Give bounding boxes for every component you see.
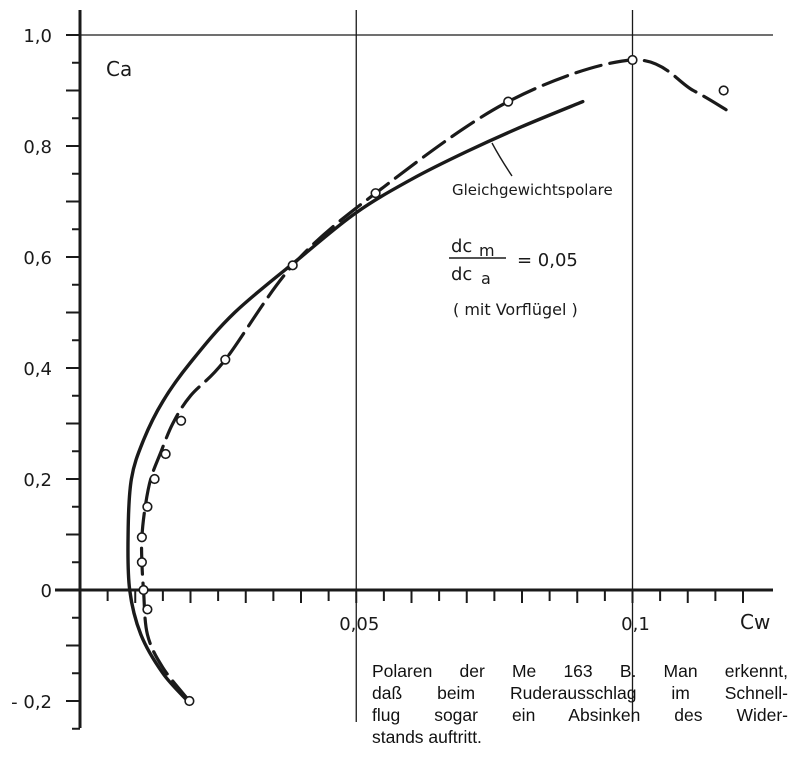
annotation-label: Gleichgewichtspolare bbox=[452, 181, 613, 199]
svg-text:= 0,05: = 0,05 bbox=[517, 250, 578, 271]
svg-text:m: m bbox=[479, 241, 495, 260]
annotation-leader bbox=[491, 142, 513, 177]
caption-line: daß beim Ruderausschlag im Schnell- bbox=[372, 683, 788, 703]
data-point-marker bbox=[160, 448, 171, 460]
data-point-marker bbox=[718, 85, 729, 96]
formula: dc m dc a = 0,05 bbox=[449, 236, 578, 288]
data-point-marker bbox=[184, 695, 195, 707]
data-point-marker bbox=[142, 604, 153, 615]
y-tick-label: 1,0 bbox=[23, 26, 52, 47]
svg-text:dc: dc bbox=[451, 264, 472, 285]
svg-text:a: a bbox=[481, 269, 491, 288]
y-tick-label: - 0,2 bbox=[11, 692, 52, 713]
data-point-marker bbox=[176, 415, 187, 426]
data-point-marker bbox=[220, 354, 231, 365]
data-point-marker bbox=[287, 260, 298, 271]
series-line-gleichgewichtspolare bbox=[126, 99, 585, 703]
marker-group bbox=[136, 54, 729, 707]
data-point-marker bbox=[149, 473, 160, 485]
series-group bbox=[126, 58, 728, 703]
data-point-marker bbox=[136, 532, 147, 543]
y-tick-label: 0,2 bbox=[23, 470, 52, 491]
figure-caption: Polaren der Me 163 B. Man erkennt, daß b… bbox=[372, 660, 788, 748]
x-tick-label: 0,05 bbox=[339, 614, 379, 635]
y-tick-label: 0,8 bbox=[23, 137, 52, 158]
data-point-marker bbox=[138, 584, 149, 596]
svg-text:dc: dc bbox=[451, 236, 472, 257]
y-axis-label: Ca bbox=[106, 57, 132, 81]
caption-line: stands auftritt. bbox=[372, 727, 482, 747]
annotation-note: ( mit Vorflügel ) bbox=[453, 300, 578, 319]
caption-line: Polaren der Me 163 B. Man erkennt, bbox=[372, 661, 788, 681]
x-axis-label: Cw bbox=[740, 610, 770, 634]
series-line-dashed bbox=[139, 58, 728, 703]
y-tick-label: 0,6 bbox=[23, 248, 52, 269]
caption-line: flug sogar ein Absinken des Wider- bbox=[372, 705, 788, 725]
data-point-marker bbox=[627, 54, 638, 66]
grid-lines bbox=[80, 10, 773, 722]
data-point-marker bbox=[136, 557, 147, 568]
data-point-marker bbox=[142, 501, 153, 512]
y-tick-label: 0 bbox=[41, 581, 52, 602]
y-tick-label: 0,4 bbox=[23, 359, 52, 380]
data-point-marker bbox=[370, 188, 381, 199]
x-tick-label: 0,1 bbox=[621, 614, 650, 635]
tick-labels: 1,0 0,8 0,6 0,4 0,2 0 - 0,2 0,05 0,1 bbox=[11, 26, 650, 713]
axes bbox=[55, 10, 773, 730]
data-point-marker bbox=[503, 96, 514, 107]
